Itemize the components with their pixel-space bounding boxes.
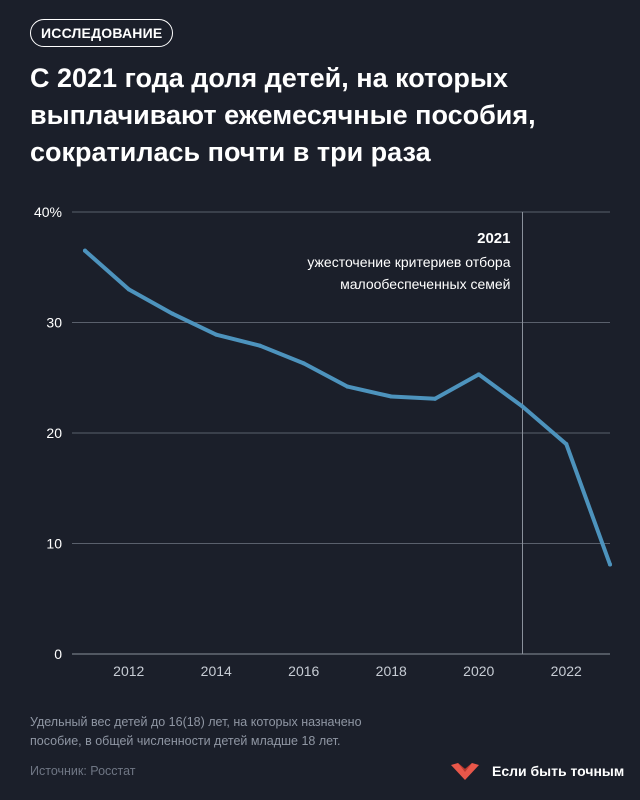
x-tick-label: 2012 (113, 663, 144, 679)
data-point (258, 343, 262, 348)
y-tick-label: 20 (46, 425, 62, 441)
data-point (520, 404, 525, 409)
y-tick-label: 10 (46, 536, 62, 552)
brand-name: Если быть точным (492, 763, 625, 779)
footnote-line-1: Удельный вес детей до 16(18) лет, на кот… (30, 715, 362, 729)
annotation-text-line-1: ужесточение критериев отбора (307, 254, 510, 270)
source-note: Источник: Росстат (30, 764, 136, 778)
annotation-title: 2021 (477, 230, 510, 247)
heart-chevron-icon (451, 763, 479, 780)
data-point (608, 562, 612, 567)
data-point (345, 384, 350, 389)
x-tick-label: 2016 (288, 663, 319, 679)
annotation-group: 2021 ужесточение критериев отбора малообес… (307, 212, 523, 654)
data-point (564, 442, 569, 447)
series-group (83, 248, 612, 567)
annotation-text-line-2: малообеспеченных семей (340, 276, 510, 292)
y-tick-label: 40% (34, 204, 62, 220)
data-point (126, 287, 131, 292)
x-tick-label: 2022 (551, 663, 582, 679)
data-point (476, 372, 481, 377)
footnote-line-2: пособие, в общей численности детей младш… (30, 734, 341, 748)
x-tick-label: 2020 (463, 663, 494, 679)
line-chart: 2021 ужесточение критериев отбора малообес… (34, 204, 612, 679)
y-tick-label: 30 (46, 315, 62, 331)
series-line (83, 248, 612, 567)
data-point (83, 248, 87, 253)
chart-footnote: Удельный вес детей до 16(18) лет, на кот… (30, 713, 450, 751)
y-axis-ticks: 0 10 20 30 40% (34, 204, 62, 662)
data-point (170, 311, 175, 316)
category-badge: ИССЛЕДОВАНИЕ (30, 19, 174, 47)
data-point (301, 361, 306, 366)
data-point (389, 394, 394, 399)
data-point (433, 396, 437, 401)
y-tick-label: 0 (54, 646, 62, 662)
grid-lines (72, 211, 610, 655)
page-title: С 2021 года доля детей, на которых выпла… (30, 63, 536, 167)
x-axis-ticks: 2012 2014 2016 2018 2020 2022 (113, 663, 582, 679)
brand-logo: Если быть точным (448, 760, 624, 782)
data-point (214, 332, 219, 337)
x-tick-label: 2014 (201, 663, 232, 679)
x-tick-label: 2018 (376, 663, 407, 679)
